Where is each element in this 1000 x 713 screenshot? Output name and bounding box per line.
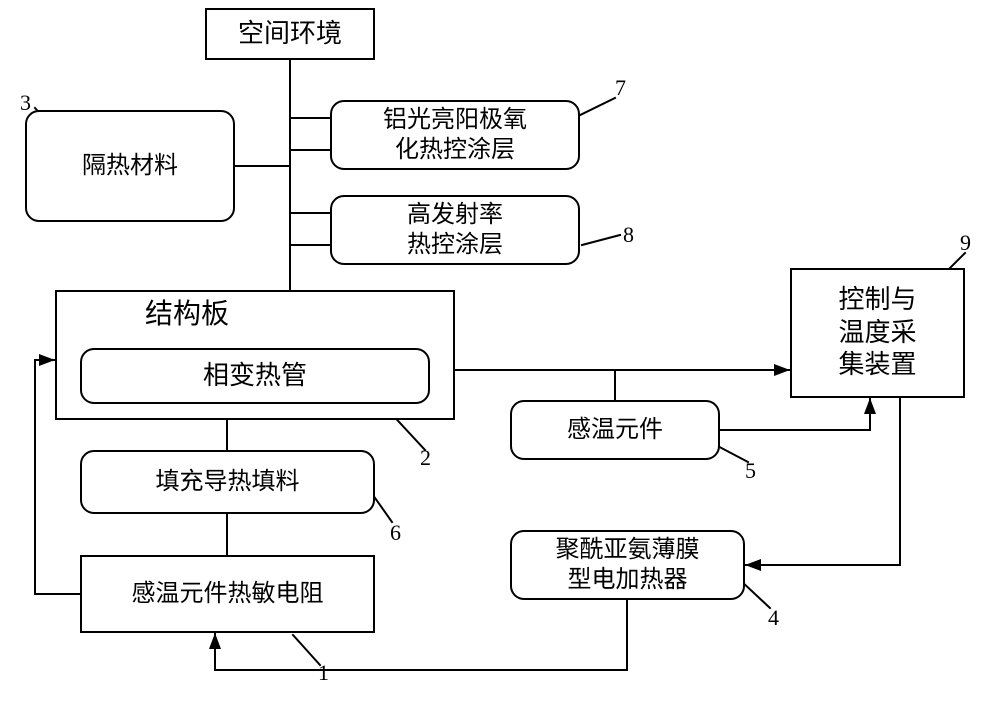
node-n7-label: 铝光亮阳极氧化热控涂层 [383,105,527,165]
node-ctrl: 控制与温度采集装置 [790,268,965,398]
node-n6-label: 填充导热填料 [156,467,300,497]
node-env: 空间环境 [205,8,375,60]
node-n2-label: 相变热管 [203,360,307,393]
node-n5: 感温元件 [510,400,720,460]
callout-5: 5 [745,458,756,484]
node-n3: 隔热材料 [25,110,235,222]
leader-l8 [582,235,620,245]
callout-8: 8 [623,222,634,248]
node-n8: 高发射率热控涂层 [330,195,580,265]
node-n5-label: 感温元件 [567,415,663,445]
edge-ctrl-to-n4 [745,398,900,571]
node-n3-label: 隔热材料 [82,151,178,181]
structLabel: 结构板 [145,300,229,331]
diagram-canvas: 空间环境隔热材料 铝光亮阳极氧化热控涂层高发射率热控涂层结构板相变热管填充导热填料… [0,0,1000,713]
node-n4-label: 聚酰亚氨薄膜型电加热器 [556,535,700,595]
node-n6: 填充导热填料 [80,450,375,514]
callout-4: 4 [768,605,779,631]
node-n4: 聚酰亚氨薄膜型电加热器 [510,530,745,600]
leader-l1 [293,635,320,665]
node-n8-label: 高发射率热控涂层 [407,200,503,260]
node-n1: 感温元件热敏电阻 [80,555,375,633]
callout-2: 2 [420,445,431,471]
node-n2: 相变热管 [80,348,430,404]
callout-9: 9 [960,230,971,256]
callout-3: 3 [20,90,31,116]
node-ctrl-label: 控制与温度采集装置 [838,284,916,382]
edge-struct-to-ctrl [455,364,790,376]
node-n7: 铝光亮阳极氧化热控涂层 [330,100,580,170]
node-env-label: 空间环境 [238,18,342,51]
callout-6: 6 [390,520,401,546]
callout-1: 1 [318,660,329,686]
node-n1-label: 感温元件热敏电阻 [132,579,324,609]
callout-7: 7 [615,75,626,101]
edge-n5-to-ctrl [720,398,876,430]
